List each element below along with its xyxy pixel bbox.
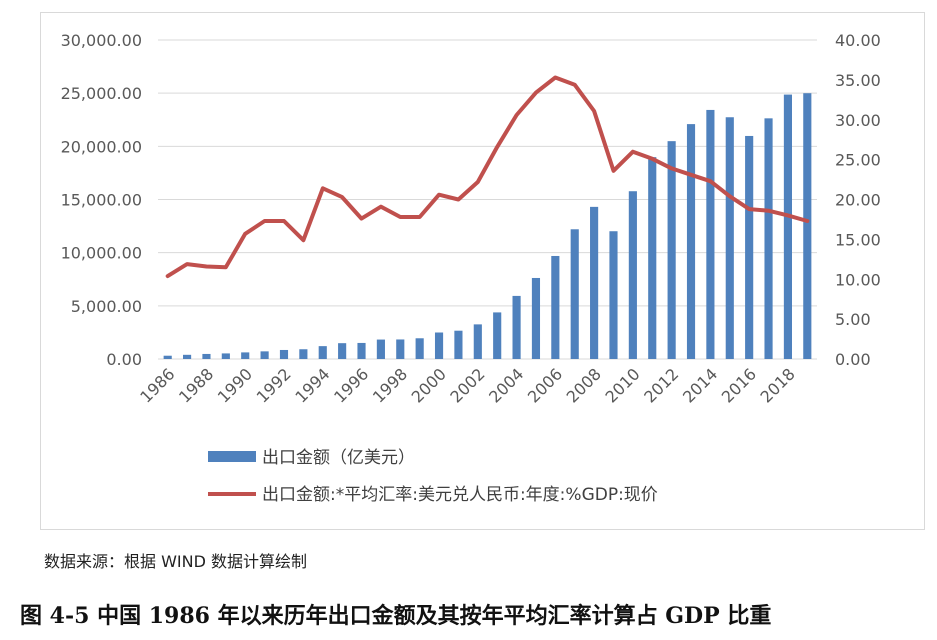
- legend-bar-swatch: [208, 451, 256, 462]
- bar: [628, 191, 637, 359]
- x-tick-label: 2010: [601, 364, 643, 406]
- bar: [183, 354, 192, 359]
- bar: [318, 346, 327, 359]
- x-tick-label: 2000: [408, 364, 450, 406]
- y-right-tick-label: 25.00: [835, 151, 881, 170]
- bar: [570, 229, 579, 359]
- legend-bar-label: 出口金额（亿美元）: [262, 448, 415, 468]
- x-tick-label: 2006: [524, 364, 566, 406]
- bar: [221, 353, 230, 359]
- right-axis-ticks: 0.00 5.00 10.00 15.00 20.00 25.00 30.00 35.00 40…: [835, 31, 881, 369]
- x-tick-label: 2014: [679, 364, 721, 406]
- line-path: [165, 75, 810, 279]
- bar: [454, 330, 463, 359]
- bar: [434, 332, 444, 359]
- bar: [512, 295, 521, 359]
- export-chart: 0.00 5,000.00 10,000.00 15,000.00 20,000.00 2…: [61, 31, 881, 505]
- x-tick-label: 1992: [253, 364, 295, 406]
- chart-frame: [40, 12, 925, 530]
- bar: [338, 343, 347, 359]
- y-right-tick-label: 20.00: [835, 191, 881, 210]
- y-left-tick-label: 10,000.00: [61, 244, 142, 263]
- bar: [803, 93, 812, 359]
- y-right-tick-label: 15.00: [835, 230, 881, 249]
- line-series: [165, 75, 810, 279]
- figure-caption: 图 4-5 中国 1986 年以来历年出口金额及其按年平均汇率计算占 GDP 比…: [20, 603, 772, 629]
- bar: [357, 342, 366, 359]
- bar: [376, 339, 385, 359]
- x-tick-label: 1996: [330, 364, 372, 406]
- bar: [473, 324, 482, 359]
- y-right-tick-label: 30.00: [835, 111, 881, 130]
- bar: [667, 141, 676, 359]
- x-tick-label: 2002: [446, 364, 488, 406]
- y-left-tick-label: 5,000.00: [71, 297, 142, 316]
- bar: [648, 157, 657, 359]
- bar: [299, 349, 308, 359]
- bar: [764, 118, 773, 359]
- y-right-tick-label: 35.00: [835, 71, 881, 90]
- bar: [531, 277, 541, 359]
- x-tick-label: 1988: [175, 364, 217, 406]
- bar: [202, 353, 211, 359]
- bar: [163, 355, 172, 359]
- y-left-tick-label: 15,000.00: [61, 191, 142, 210]
- y-right-tick-label: 5.00: [835, 310, 871, 329]
- left-axis-ticks: 0.00 5,000.00 10,000.00 15,000.00 20,000.00 2…: [61, 31, 142, 369]
- gridlines: [158, 39, 817, 360]
- x-tick-label: 2018: [757, 364, 799, 406]
- y-left-tick-label: 30,000.00: [61, 31, 142, 50]
- x-tick-label: 1990: [214, 364, 256, 406]
- x-tick-label: 1994: [291, 364, 333, 406]
- y-left-tick-label: 0.00: [106, 350, 142, 369]
- legend: 出口金额（亿美元） 出口金额:*平均汇率:美元兑人民币:年度:%GDP:现价: [208, 448, 658, 505]
- bar: [396, 339, 405, 359]
- y-right-tick-label: 40.00: [835, 31, 881, 50]
- x-axis-ticks: 1986198819901992199419961998200020022004…: [136, 364, 798, 406]
- y-right-tick-label: 0.00: [835, 350, 871, 369]
- source-note: 数据来源：根据 WIND 数据计算绘制: [44, 552, 308, 571]
- y-left-tick-label: 20,000.00: [61, 137, 142, 156]
- legend-line-label: 出口金额:*平均汇率:美元兑人民币:年度:%GDP:现价: [262, 485, 658, 505]
- bar-series: [163, 93, 812, 360]
- x-tick-label: 2004: [485, 364, 527, 406]
- bar: [686, 124, 696, 359]
- bar: [745, 135, 754, 359]
- bar: [551, 255, 560, 359]
- bar: [260, 351, 269, 359]
- bar: [725, 117, 734, 360]
- bar: [706, 109, 715, 360]
- bar: [415, 338, 424, 359]
- y-left-tick-label: 25,000.00: [61, 84, 142, 103]
- y-right-tick-label: 10.00: [835, 270, 881, 289]
- x-tick-label: 1998: [369, 364, 411, 406]
- x-tick-label: 2016: [718, 364, 760, 406]
- bar: [241, 352, 250, 359]
- x-tick-label: 1986: [136, 364, 178, 406]
- bar: [590, 206, 599, 359]
- bar: [493, 312, 502, 359]
- x-tick-label: 2008: [563, 364, 605, 406]
- bar: [783, 94, 792, 359]
- bar: [279, 349, 289, 359]
- bar: [609, 231, 618, 359]
- x-tick-label: 2012: [640, 364, 682, 406]
